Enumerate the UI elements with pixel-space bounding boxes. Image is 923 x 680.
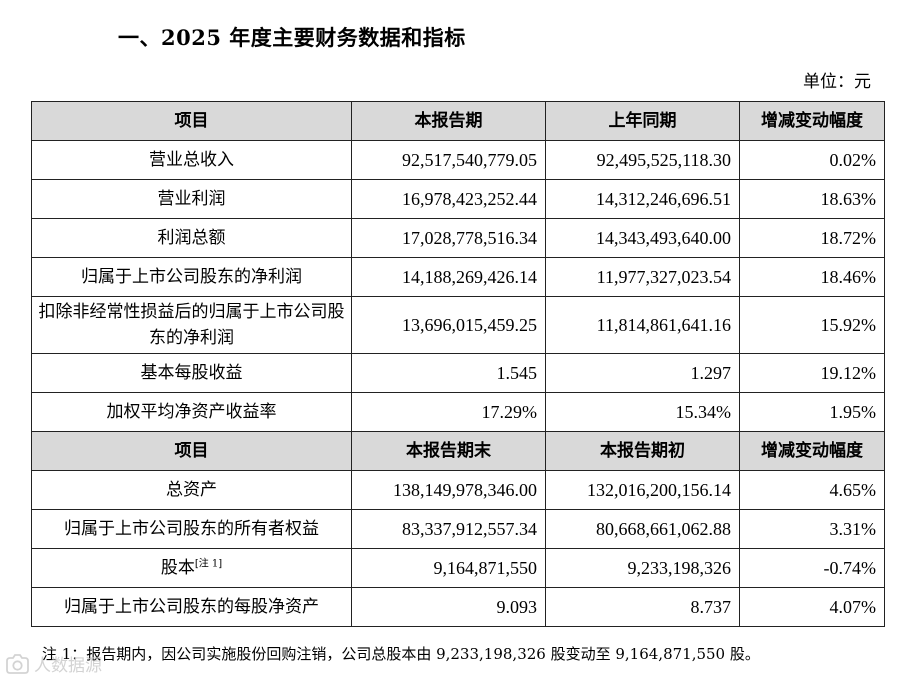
row-prior: 92,495,525,118.30	[545, 140, 740, 180]
header-prior-period: 上年同期	[545, 101, 740, 141]
row-change: 1.95%	[739, 392, 885, 432]
header-item: 项目	[31, 431, 352, 471]
row-prior: 8.737	[545, 587, 740, 627]
row-item-label: 股本	[160, 558, 195, 578]
row-change: 15.92%	[739, 296, 885, 354]
table-row: 股本[注 1] 9,164,871,550 9,233,198,326 -0.7…	[31, 548, 885, 588]
table-row: 基本每股收益 1.545 1.297 19.12%	[31, 353, 885, 393]
row-item: 归属于上市公司股东的净利润	[31, 257, 352, 297]
row-change: 18.72%	[739, 218, 885, 258]
header-current-period: 本报告期	[351, 101, 546, 141]
row-item: 基本每股收益	[31, 353, 352, 393]
row-current: 16,978,423,252.44	[351, 179, 546, 219]
table-row: 利润总额 17,028,778,516.34 14,343,493,640.00…	[31, 218, 885, 258]
row-prior: 132,016,200,156.14	[545, 470, 740, 510]
footnote: 注 1：报告期内，因公司实施股份回购注销，公司总股本由 9,233,198,32…	[42, 645, 760, 663]
row-current: 83,337,912,557.34	[351, 509, 546, 549]
header-period-start: 本报告期初	[545, 431, 740, 471]
row-current: 1.545	[351, 353, 546, 393]
table-row: 归属于上市公司股东的净利润 14,188,269,426.14 11,977,3…	[31, 257, 885, 297]
header-change: 增减变动幅度	[739, 431, 885, 471]
header-change: 增减变动幅度	[739, 101, 885, 141]
row-item: 利润总额	[31, 218, 352, 258]
unit-label: 单位：元	[803, 72, 871, 92]
table-header-row: 项目 本报告期 上年同期 增减变动幅度	[31, 101, 885, 141]
financial-data-table: 项目 本报告期 上年同期 增减变动幅度 营业总收入 92,517,540,779…	[31, 101, 885, 627]
row-change: 18.46%	[739, 257, 885, 297]
table-row: 总资产 138,149,978,346.00 132,016,200,156.1…	[31, 470, 885, 510]
table-row: 扣除非经常性损益后的归属于上市公司股东的净利润 13,696,015,459.2…	[31, 296, 885, 354]
row-prior: 14,312,246,696.51	[545, 179, 740, 219]
watermark: 人数据源	[4, 651, 102, 676]
row-change: 4.07%	[739, 587, 885, 627]
row-change: 18.63%	[739, 179, 885, 219]
table-header-row: 项目 本报告期末 本报告期初 增减变动幅度	[31, 431, 885, 471]
row-current: 14,188,269,426.14	[351, 257, 546, 297]
row-prior: 9,233,198,326	[545, 548, 740, 588]
row-item: 股本[注 1]	[31, 548, 352, 588]
row-current: 17.29%	[351, 392, 546, 432]
footnote-ref: [注 1]	[194, 558, 223, 570]
row-item: 归属于上市公司股东的每股净资产	[31, 587, 352, 627]
table-row: 归属于上市公司股东的所有者权益 83,337,912,557.34 80,668…	[31, 509, 885, 549]
row-item: 归属于上市公司股东的所有者权益	[31, 509, 352, 549]
row-current: 92,517,540,779.05	[351, 140, 546, 180]
section-title: 一、2025 年度主要财务数据和指标	[118, 25, 466, 50]
row-change: 4.65%	[739, 470, 885, 510]
row-item: 总资产	[31, 470, 352, 510]
row-prior: 15.34%	[545, 392, 740, 432]
table-row: 加权平均净资产收益率 17.29% 15.34% 1.95%	[31, 392, 885, 432]
row-change: 0.02%	[739, 140, 885, 180]
row-item: 营业利润	[31, 179, 352, 219]
row-prior: 14,343,493,640.00	[545, 218, 740, 258]
row-prior: 1.297	[545, 353, 740, 393]
row-current: 9,164,871,550	[351, 548, 546, 588]
table-row: 营业总收入 92,517,540,779.05 92,495,525,118.3…	[31, 140, 885, 180]
row-prior: 11,814,861,641.16	[545, 296, 740, 354]
camera-logo-icon	[6, 653, 29, 674]
row-change: -0.74%	[739, 548, 885, 588]
row-prior: 80,668,661,062.88	[545, 509, 740, 549]
row-prior: 11,977,327,023.54	[545, 257, 740, 297]
watermark-text: 人数据源	[34, 656, 102, 676]
row-change: 3.31%	[739, 509, 885, 549]
row-current: 138,149,978,346.00	[351, 470, 546, 510]
row-change: 19.12%	[739, 353, 885, 393]
row-current: 17,028,778,516.34	[351, 218, 546, 258]
row-current: 9.093	[351, 587, 546, 627]
row-current: 13,696,015,459.25	[351, 296, 546, 354]
table-row: 归属于上市公司股东的每股净资产 9.093 8.737 4.07%	[31, 587, 885, 627]
row-item: 扣除非经常性损益后的归属于上市公司股东的净利润	[31, 296, 352, 354]
row-item: 营业总收入	[31, 140, 352, 180]
row-item: 加权平均净资产收益率	[31, 392, 352, 432]
table-row: 营业利润 16,978,423,252.44 14,312,246,696.51…	[31, 179, 885, 219]
header-item: 项目	[31, 101, 352, 141]
header-period-end: 本报告期末	[351, 431, 546, 471]
